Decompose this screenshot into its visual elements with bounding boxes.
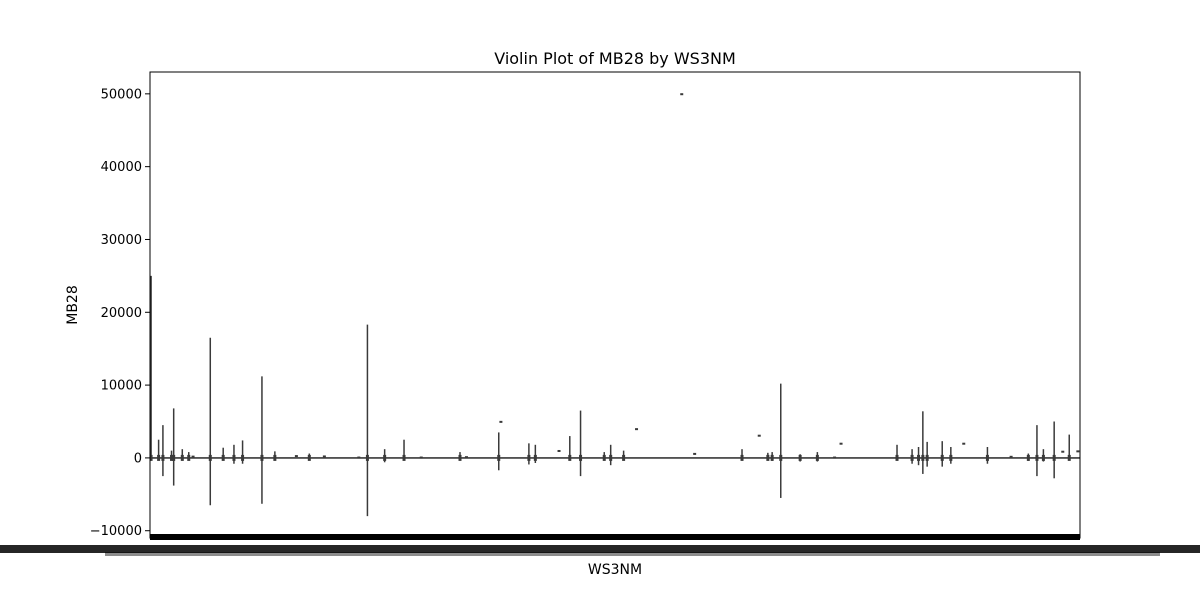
violin-box xyxy=(383,454,387,461)
x-tick-label-band-lower xyxy=(105,552,1160,556)
violin xyxy=(191,455,195,458)
violin xyxy=(1009,455,1013,458)
violin xyxy=(635,428,639,431)
violin-box xyxy=(798,454,802,461)
violin-box xyxy=(241,454,245,461)
violin-box xyxy=(161,454,165,461)
violin-box xyxy=(985,454,989,461)
violin-box xyxy=(458,454,462,461)
violin-box xyxy=(149,454,153,461)
x-tick-marks xyxy=(150,534,1080,540)
violin-box xyxy=(1041,454,1045,461)
violin-box xyxy=(940,454,944,461)
violin xyxy=(693,452,697,455)
violin-box xyxy=(402,454,406,461)
violin-box xyxy=(895,454,899,461)
violin-box xyxy=(232,454,236,461)
violin-box xyxy=(180,454,184,461)
violin-box xyxy=(917,454,921,461)
y-axis: −10000 0 10000 20000 30000 40000 50000 xyxy=(90,87,150,539)
violin-box xyxy=(622,454,626,461)
violin-box xyxy=(365,454,369,461)
violin-box xyxy=(779,454,783,461)
violin-box xyxy=(815,454,819,461)
violin-box xyxy=(1067,454,1071,461)
violin xyxy=(464,456,468,459)
y-tick-label: 50000 xyxy=(101,87,142,102)
violin-box xyxy=(568,454,572,461)
violin-box xyxy=(533,454,537,461)
violin xyxy=(357,456,361,459)
y-tick-label: 0 xyxy=(134,451,142,466)
y-tick-label: 30000 xyxy=(101,233,142,248)
violin xyxy=(322,455,326,458)
violin-box xyxy=(1035,454,1039,461)
violin xyxy=(294,455,298,458)
violin-box xyxy=(602,454,606,461)
y-tick-label: 10000 xyxy=(101,379,142,394)
violin-box xyxy=(1026,454,1030,461)
violin xyxy=(1061,450,1065,453)
violin-box xyxy=(170,454,174,461)
violin xyxy=(680,93,684,96)
violin-box xyxy=(497,454,501,461)
violin xyxy=(1076,450,1080,453)
x-tick-label-band xyxy=(0,545,1200,553)
y-tick-label: −10000 xyxy=(90,524,142,539)
violin-box xyxy=(157,454,161,461)
violin-box xyxy=(187,454,191,461)
violin-box xyxy=(172,454,176,461)
violin-box xyxy=(579,454,583,461)
plot-frame xyxy=(149,71,1081,539)
y-tick-label: 40000 xyxy=(101,160,142,175)
violin xyxy=(557,449,561,452)
x-axis-label: WS3NM xyxy=(588,562,642,578)
violin-box xyxy=(609,454,613,461)
violin-box xyxy=(740,454,744,461)
violin-box xyxy=(766,454,770,461)
violin-box xyxy=(273,454,277,461)
violin-box xyxy=(208,454,212,461)
violin-box xyxy=(221,454,225,461)
violin-box xyxy=(527,454,531,461)
violin-box xyxy=(1052,454,1056,461)
y-axis-label: MB28 xyxy=(65,285,81,325)
violin xyxy=(757,434,761,437)
violin xyxy=(962,442,966,445)
violin-box xyxy=(925,454,929,461)
violin-box xyxy=(260,454,264,461)
violin-box xyxy=(921,454,925,461)
violin-box xyxy=(770,454,774,461)
violin-box xyxy=(307,454,311,461)
violin-box xyxy=(949,454,953,461)
y-tick-label: 20000 xyxy=(101,306,142,321)
violin xyxy=(419,456,423,459)
violin xyxy=(833,456,837,459)
violin-box xyxy=(910,454,914,461)
x-tick-band xyxy=(0,534,1200,556)
violin xyxy=(839,442,843,445)
violin xyxy=(499,420,503,423)
violin-series xyxy=(149,93,1080,517)
chart-title: Violin Plot of MB28 by WS3NM xyxy=(494,49,736,68)
